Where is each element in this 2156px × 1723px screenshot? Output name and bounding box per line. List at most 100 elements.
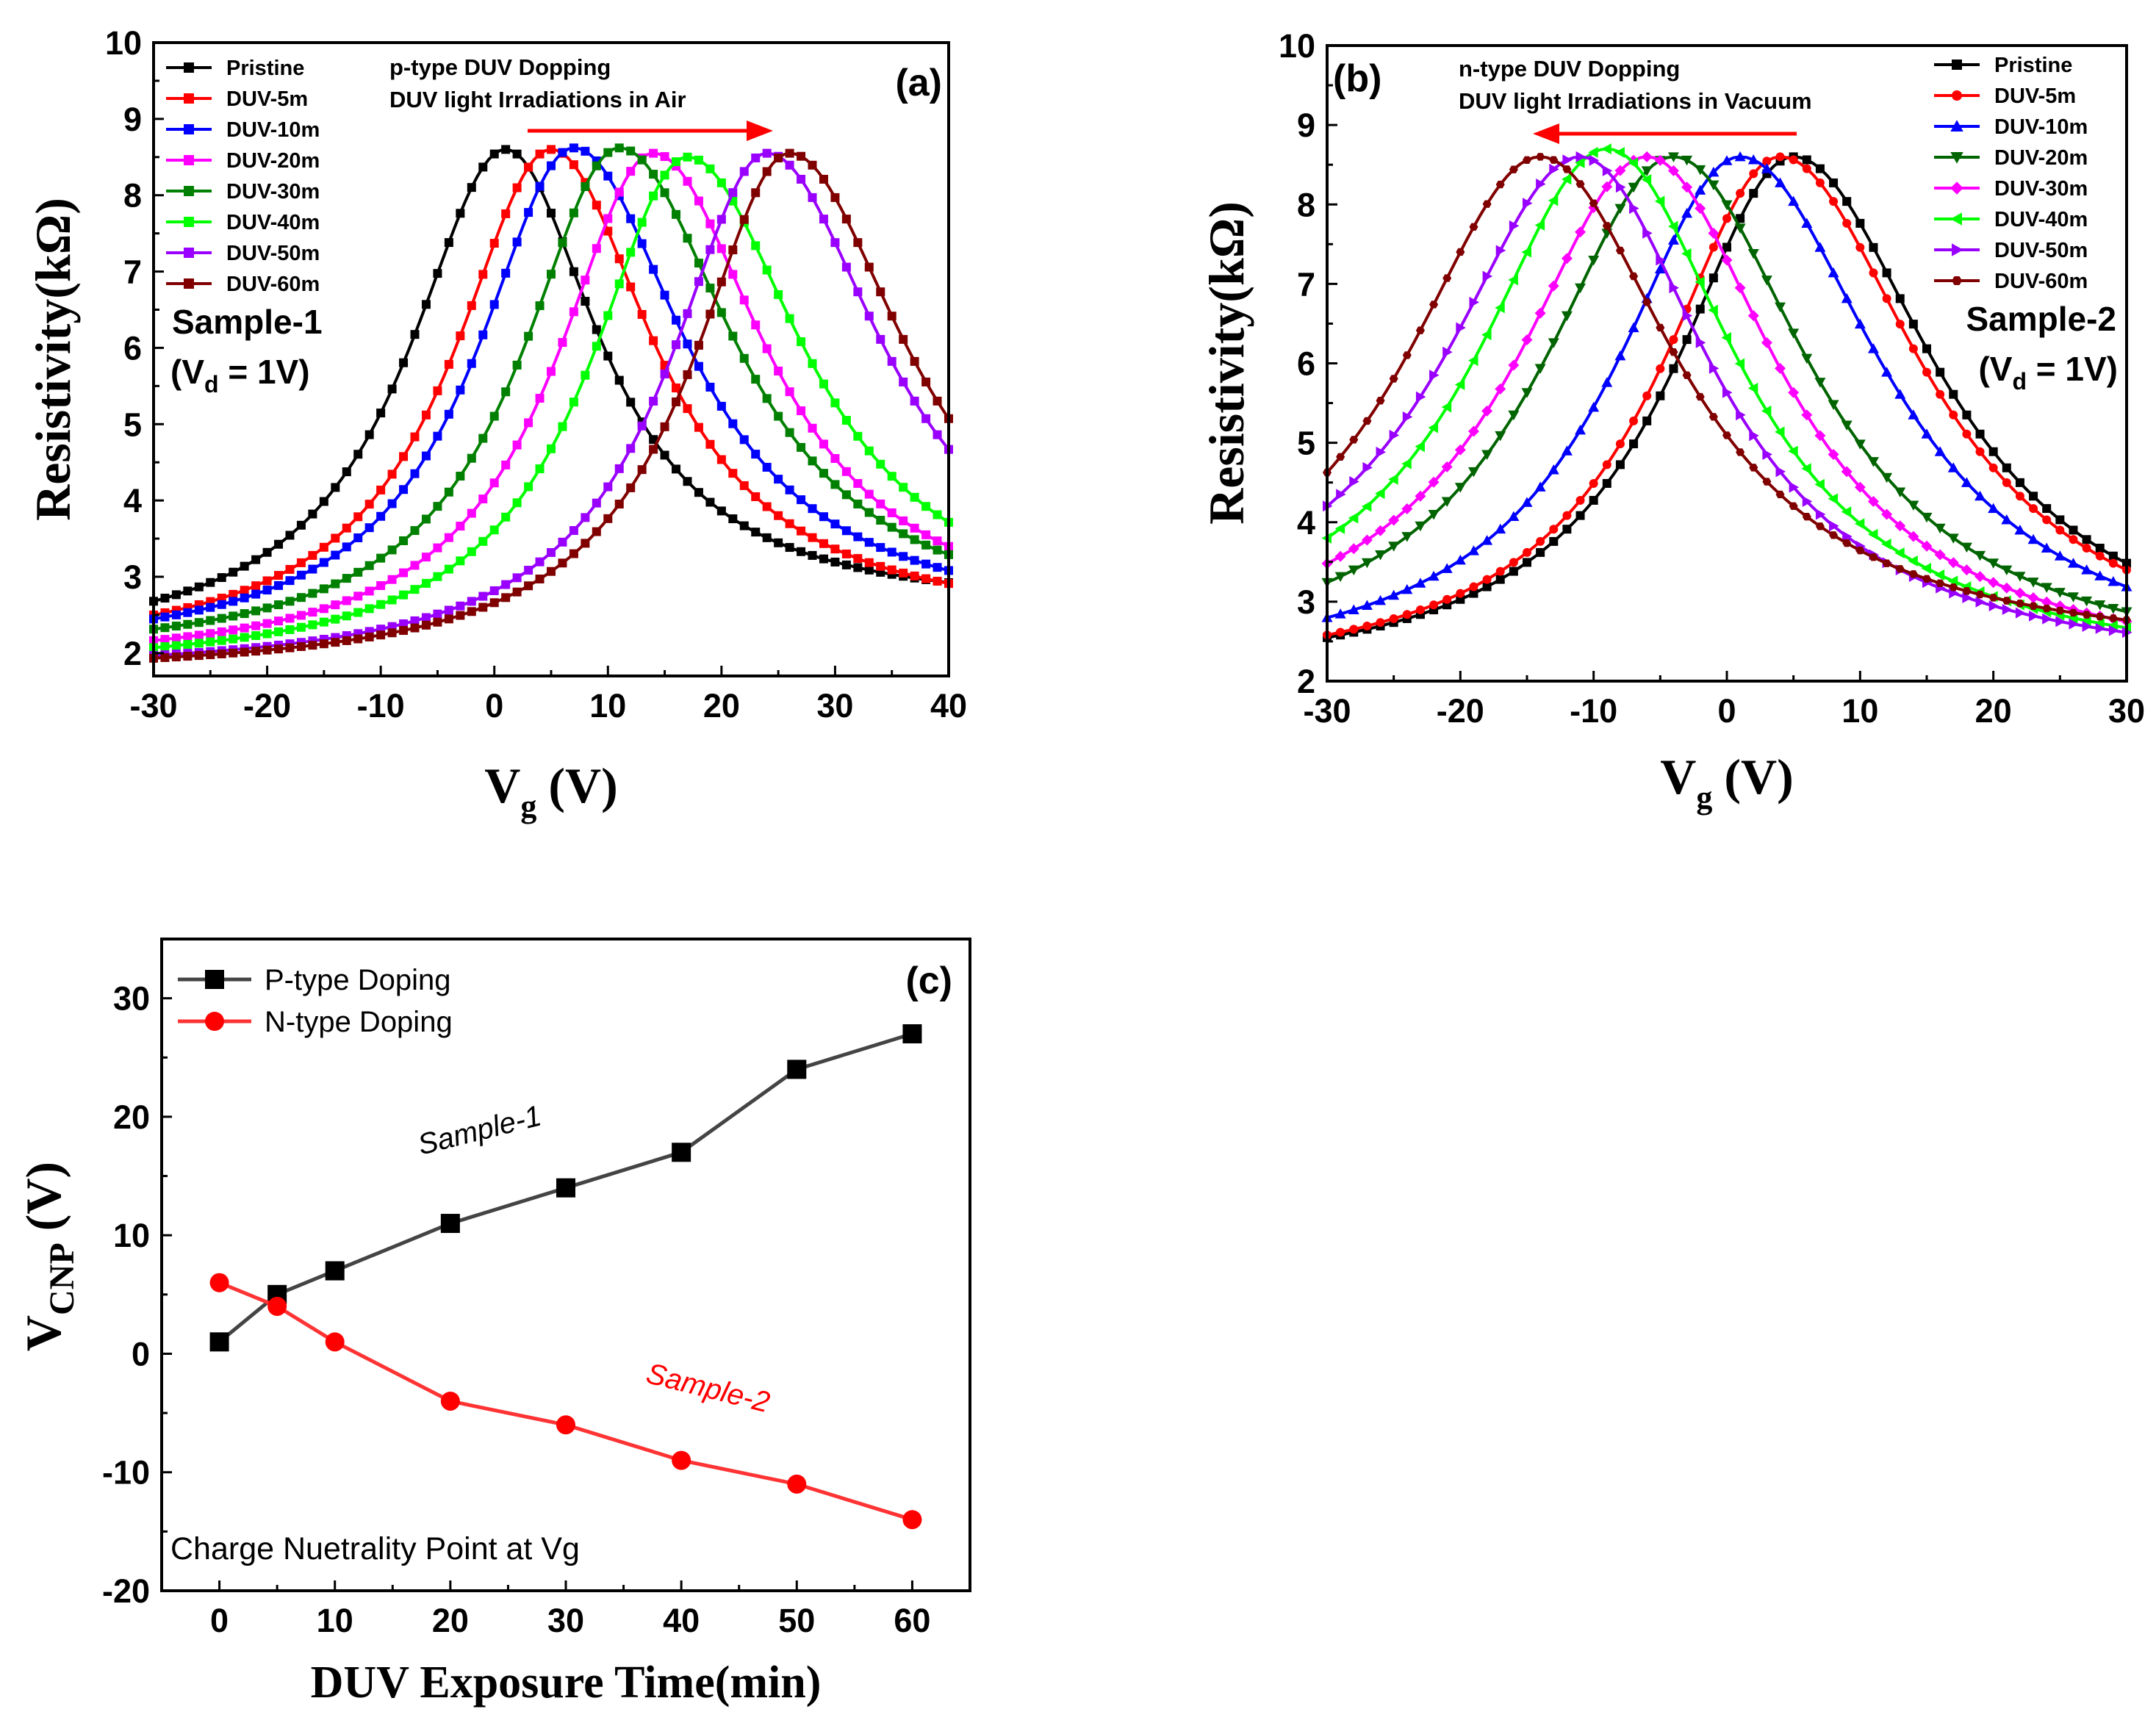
panel-b-legend-item: DUV-5m [1934,84,2076,108]
panel-a-data-point [751,375,761,384]
panel-a-data-point [217,627,226,636]
panel-b-data-point [1881,472,1893,483]
panel-b-data-point [1521,246,1531,258]
panel-a-data-point [933,545,942,555]
panel-b-data-point [1523,558,1531,567]
panel-a-sample-label: Sample-1 [172,303,323,341]
panel-b-data-point [1695,276,1705,288]
panel-a-data-point [251,631,261,641]
panel-a-data-point [364,561,374,570]
panel-b-data-point [1349,625,1359,634]
panel-b-data-point [1388,589,1400,600]
panel-a-data-point [637,309,647,319]
panel-b-data-point [1575,511,1585,520]
panel-a-data-point [694,155,703,165]
panel-a-data-point [171,590,181,600]
panel-b-data-point [1988,577,1999,589]
panel-b-data-point [1654,154,1666,166]
panel-c-series-n-type [209,1273,922,1530]
panel-a-data-point [433,609,442,619]
panel-a-legend-marker [184,124,194,134]
panel-b-x-tick-label: 20 [1975,692,2012,730]
panel-b-data-point [1988,600,1999,612]
panel-a-data-point [524,482,533,492]
panel-b-data-point [1749,464,1758,472]
panel-a-data-point [694,361,703,371]
panel-a-legend-label: DUV-30m [226,180,320,204]
panel-a-data-point [319,604,328,614]
panel-a-data-point [217,649,226,658]
panel-b-data-point [1336,627,1345,637]
panel-a-data-point [581,513,590,522]
panel-b-data-point [1654,195,1665,207]
panel-a-data-point [558,338,567,348]
panel-b-data-point [1722,242,1731,252]
panel-b-condition-label: (Vd = 1V) [1978,350,2118,395]
panel-a-data-point [728,514,738,524]
panel-a-data-point [683,234,692,243]
panel-a-data-point [614,375,624,385]
panel-a-data-point [206,602,215,612]
panel-a-data-point [603,482,613,492]
panel-a-legend-marker [184,186,194,196]
panel-b-data-point [1761,163,1772,173]
panel-a-data-point [274,571,284,580]
panel-a-y-tick-label: 9 [123,101,142,138]
panel-b-data-point [1855,547,1865,555]
panel-a-data-point [933,536,942,546]
panel-a-data-point [262,547,272,557]
panel-a-data-point [251,555,261,564]
panel-b-data-point [1695,184,1706,195]
panel-b-y-tick-label: 9 [1297,107,1315,144]
panel-a-data-point [819,215,828,224]
panel-a-data-point [774,289,783,299]
panel-a-data-point [876,499,885,508]
panel-a-data-point [410,330,420,339]
panel-c-x-tick-label: 10 [317,1602,353,1639]
panel-b-y-tick-label: 2 [1297,663,1315,700]
panel-b-data-point [1749,189,1758,198]
panel-b-data-point [1534,481,1546,492]
panel-a-data-point [194,630,204,640]
panel-b-data-point [1869,553,1878,561]
panel-a-data-point [683,404,692,414]
panel-c-x-tick-label: 60 [894,1602,930,1639]
panel-a-data-point [785,428,794,437]
panel-a-legend-label: DUV-5m [226,87,308,111]
panel-a-data-point [456,209,465,218]
panel-b-data-point [1402,351,1412,359]
panel-a-data-point [433,431,442,441]
panel-b-data-point [1721,155,1733,165]
panel-a-data-point [876,561,885,571]
panel-a-data-point [183,632,193,641]
panel-a-legend-marker [184,217,194,227]
panel-b-data-point [1815,508,1826,520]
panel-a-data-point [274,616,284,626]
panel-a-data-point [841,215,851,224]
panel-b-data-point [1669,282,1679,294]
panel-b-data-point [1428,476,1440,488]
panel-a-data-point [899,483,908,492]
panel-a-data-point [887,356,896,366]
panel-b-y-tick-label: 7 [1297,265,1315,303]
panel-b-data-point [2054,550,2066,561]
panel-a-data-point [342,542,351,552]
panel-b-data-point [1682,335,1692,345]
panel-b-data-point [1828,400,1839,410]
panel-b-data-point [2108,614,2118,622]
panel-b-data-point [1829,197,1839,206]
panel-a-data-point [751,492,761,501]
panel-a-data-point [864,558,874,567]
panel-a-data-point [296,611,306,620]
panel-b-data-point [1336,489,1346,500]
panel-a-data-point [240,561,249,571]
panel-b-data-point [1614,350,1626,361]
panel-a-data-point [739,521,749,530]
panel-b-data-point [2015,478,2024,487]
panel-c-legend-item: P-type Doping [178,964,450,996]
panel-a-data-point [274,580,284,590]
panel-a-data-point [899,334,908,344]
panel-a-data-point [853,287,863,297]
panel-b-data-point [1922,344,1931,353]
panel-b-data-point [1375,525,1387,536]
